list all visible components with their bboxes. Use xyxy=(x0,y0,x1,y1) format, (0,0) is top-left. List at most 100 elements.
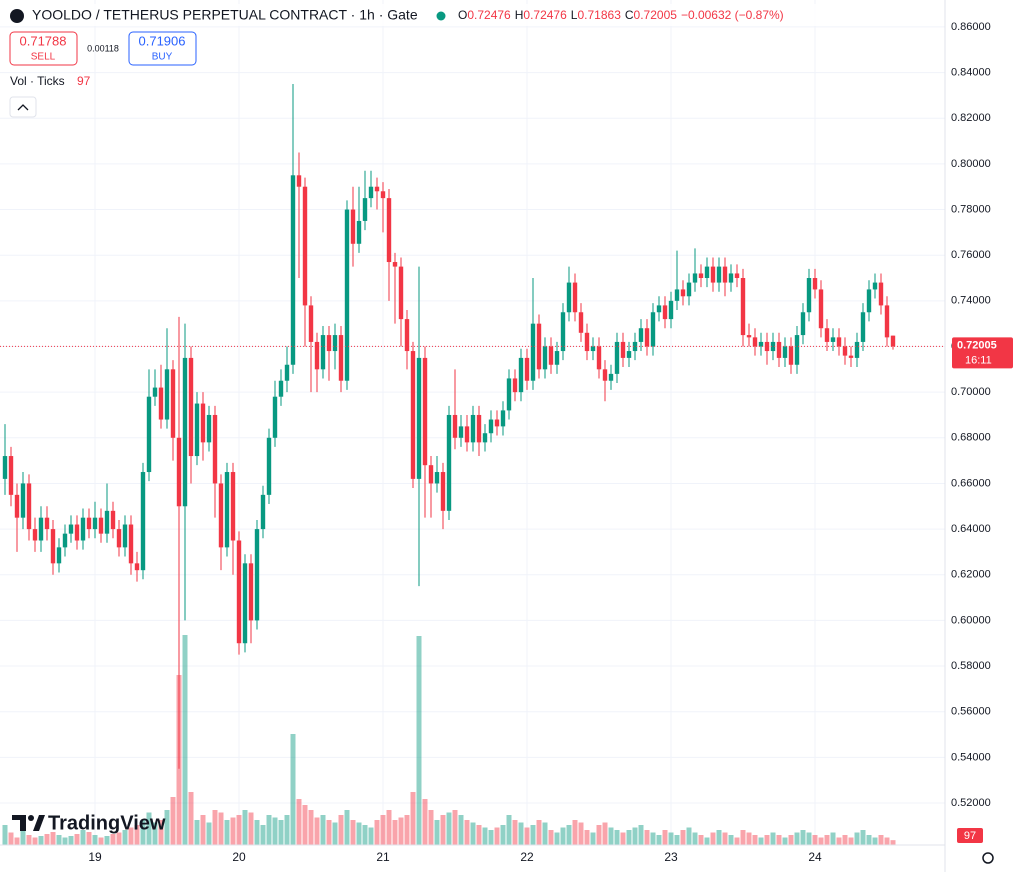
candle-body xyxy=(824,328,830,342)
volume-bar xyxy=(428,810,434,845)
volume-bar xyxy=(188,792,194,845)
volume-bar xyxy=(602,822,608,845)
candle-body xyxy=(740,278,746,336)
volume-bar xyxy=(350,820,356,845)
candle-body xyxy=(488,419,494,434)
volume-bar xyxy=(764,835,770,845)
buy-button[interactable]: 0.71906 BUY xyxy=(128,31,197,66)
ohlc-letter: O xyxy=(458,8,467,22)
ohlc-legend: O0.72476 H0.72476 L0.71863 C0.72005 −0.00632… xyxy=(458,8,784,22)
ohlc-value: 0.71863 xyxy=(577,8,621,22)
candle-body xyxy=(50,529,56,564)
volume-bar xyxy=(242,810,248,845)
candle-body xyxy=(674,289,680,301)
settings[interactable] xyxy=(982,852,994,864)
y-tick-label: 0.66000 xyxy=(951,477,991,489)
volume-bar xyxy=(890,840,896,845)
candle-body xyxy=(482,433,488,443)
volume-bar xyxy=(104,836,110,845)
volume-bar xyxy=(20,830,26,845)
volume-bar xyxy=(524,827,530,845)
volume-bar xyxy=(614,830,620,845)
candle-body xyxy=(704,266,710,279)
candle-body xyxy=(500,410,506,427)
candle-body xyxy=(470,414,476,443)
buy-box[interactable] xyxy=(128,31,197,66)
logo-mark xyxy=(12,815,26,831)
candle-body xyxy=(38,517,44,541)
settings-icon[interactable] xyxy=(982,852,994,864)
volume-bar xyxy=(356,822,362,845)
buy-label[interactable]: BUY xyxy=(152,52,173,63)
volume-bar xyxy=(362,825,368,845)
candle-body xyxy=(398,266,404,320)
volume-bar xyxy=(110,834,116,845)
volume-bar xyxy=(716,830,722,845)
volume-bar xyxy=(812,835,818,845)
volume-bar xyxy=(152,822,158,845)
candle-body xyxy=(548,346,554,365)
candle-body xyxy=(212,414,218,484)
candle-body xyxy=(350,209,356,244)
volume-bar xyxy=(254,820,260,845)
collapse-box[interactable] xyxy=(9,96,37,118)
candle-body xyxy=(590,346,596,352)
volume-bar xyxy=(404,815,410,845)
volume-bar xyxy=(410,792,416,845)
candle-body xyxy=(866,289,872,313)
last-price-label: 0.72005 xyxy=(957,339,997,351)
logo-text: TradingView xyxy=(48,812,166,834)
volume-bar xyxy=(656,835,662,845)
volume-bar xyxy=(122,830,128,845)
candle-body xyxy=(542,346,548,370)
candle-body xyxy=(632,341,638,352)
last-price-box xyxy=(952,337,1013,369)
candle-body xyxy=(602,369,608,381)
candle-body xyxy=(464,426,470,443)
ohlc-letter: H xyxy=(515,8,524,22)
candle-body xyxy=(194,403,200,457)
sell-button[interactable]: 0.71788 SELL xyxy=(9,31,78,66)
y-tick-label: 0.62000 xyxy=(951,569,991,581)
candle-body xyxy=(62,533,68,548)
volume-bar xyxy=(836,837,842,845)
volume-bar xyxy=(518,822,524,845)
volume-bar xyxy=(740,830,746,845)
volume-bar xyxy=(200,815,206,845)
volume-legend: Vol · Ticks xyxy=(10,74,65,88)
sell-price[interactable]: 0.71788 xyxy=(20,33,67,48)
volume-bar xyxy=(548,830,554,845)
logo-mark xyxy=(33,815,45,831)
candle-body xyxy=(242,563,248,644)
volume-bar xyxy=(434,820,440,845)
price-pane xyxy=(0,83,945,769)
candle-body xyxy=(26,483,32,530)
volume-bar xyxy=(8,832,14,845)
volume-bar xyxy=(752,835,758,845)
volume-bar xyxy=(80,830,86,845)
collapse-icon[interactable] xyxy=(17,104,29,111)
candle-body xyxy=(476,414,482,443)
volume-bar xyxy=(686,827,692,845)
candle-body xyxy=(224,472,230,548)
candle-body xyxy=(530,323,536,381)
volume-bar xyxy=(590,832,596,845)
sell-label[interactable]: SELL xyxy=(31,52,56,63)
volume-bar xyxy=(98,837,104,845)
volume-bar xyxy=(470,822,476,845)
volume-bar xyxy=(482,827,488,845)
volume-bar xyxy=(704,837,710,845)
volume-bar xyxy=(260,825,266,845)
candle-body xyxy=(326,335,332,352)
volume-bar xyxy=(842,835,848,845)
candle-body xyxy=(80,517,86,541)
collapse-button[interactable] xyxy=(9,96,37,118)
volume-bar xyxy=(146,812,152,845)
x-tick-label: 19 xyxy=(88,850,102,864)
sell-box[interactable] xyxy=(9,31,78,66)
candle-body xyxy=(314,341,320,370)
volume-bar xyxy=(746,832,752,845)
buy-price[interactable]: 0.71906 xyxy=(139,33,186,48)
volume-bar xyxy=(170,797,176,845)
volume-bar xyxy=(536,820,542,845)
